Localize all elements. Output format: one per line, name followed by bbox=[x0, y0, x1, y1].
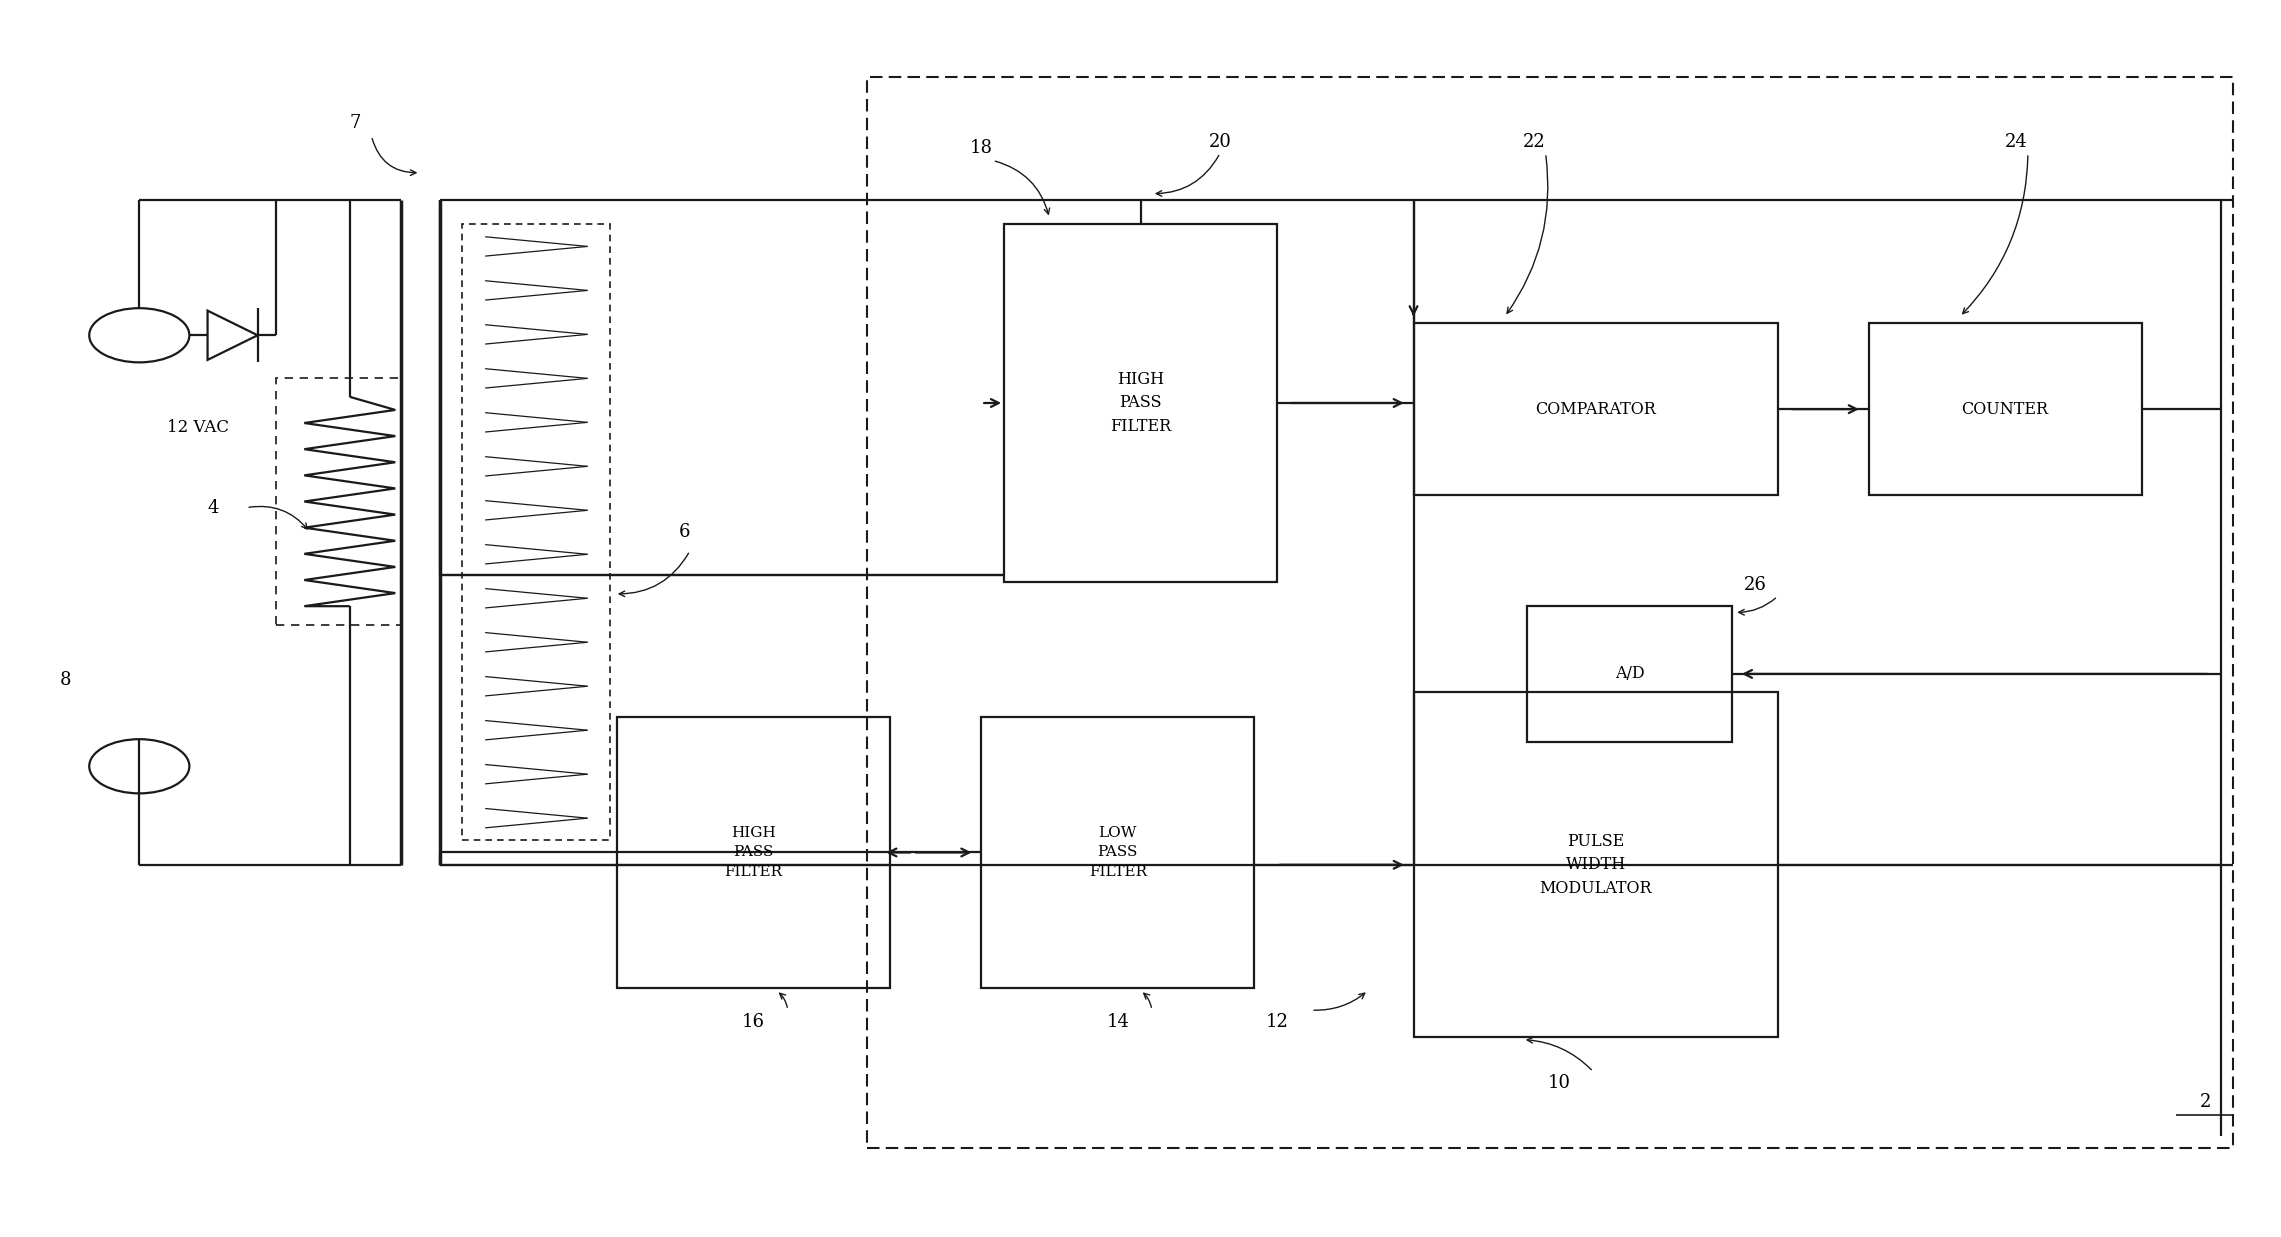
Text: 2: 2 bbox=[2199, 1094, 2210, 1111]
Text: COUNTER: COUNTER bbox=[1962, 401, 2048, 418]
Bar bbox=[867, 77, 2233, 1148]
Text: A/D: A/D bbox=[1615, 666, 1645, 683]
Bar bbox=[1414, 323, 1777, 495]
Text: 8: 8 bbox=[59, 670, 71, 689]
Text: 18: 18 bbox=[969, 139, 992, 157]
Text: 4: 4 bbox=[208, 499, 219, 517]
Text: 22: 22 bbox=[1524, 132, 1547, 151]
Text: 6: 6 bbox=[677, 523, 691, 542]
Text: 12: 12 bbox=[1266, 1013, 1289, 1030]
Text: 24: 24 bbox=[2005, 132, 2028, 151]
Text: 12 VAC: 12 VAC bbox=[167, 419, 228, 437]
Bar bbox=[618, 717, 890, 988]
Text: PULSE
WIDTH
MODULATOR: PULSE WIDTH MODULATOR bbox=[1540, 833, 1651, 897]
Text: COMPARATOR: COMPARATOR bbox=[1535, 401, 1656, 418]
Bar bbox=[981, 717, 1255, 988]
Bar bbox=[463, 224, 611, 840]
Text: 16: 16 bbox=[741, 1013, 764, 1030]
Text: 26: 26 bbox=[1743, 576, 1765, 594]
Text: HIGH
PASS
FILTER: HIGH PASS FILTER bbox=[1111, 371, 1170, 435]
Bar bbox=[1528, 606, 1731, 742]
Text: 14: 14 bbox=[1106, 1013, 1129, 1030]
Text: 20: 20 bbox=[1209, 132, 1232, 151]
Bar bbox=[1868, 323, 2142, 495]
Bar bbox=[276, 379, 401, 625]
Bar bbox=[1004, 224, 1277, 581]
Bar bbox=[1414, 693, 1777, 1037]
Text: 7: 7 bbox=[349, 114, 360, 132]
Text: LOW
PASS
FILTER: LOW PASS FILTER bbox=[1088, 826, 1147, 880]
Text: 10: 10 bbox=[1549, 1074, 1572, 1092]
Text: HIGH
PASS
FILTER: HIGH PASS FILTER bbox=[725, 826, 782, 880]
